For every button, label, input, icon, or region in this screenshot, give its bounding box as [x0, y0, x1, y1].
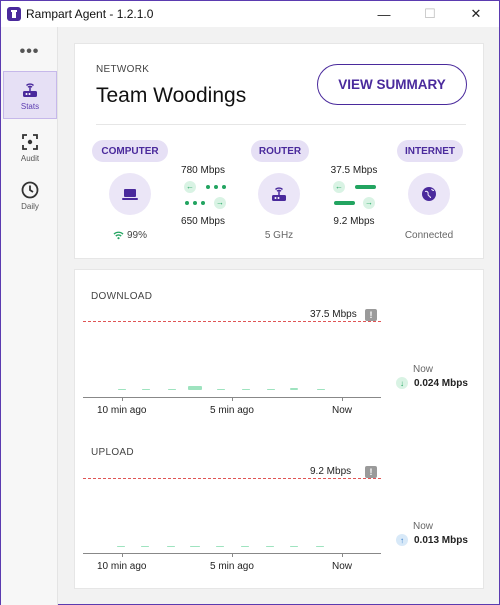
internet-pill: INTERNET: [397, 140, 463, 162]
focus-icon: [22, 133, 38, 150]
download-bar: [167, 389, 176, 390]
link-dots-down: [206, 185, 226, 189]
maximize-button[interactable]: ☐: [424, 6, 436, 21]
internet-down-speed: 37.5 Mbps: [330, 165, 378, 176]
upload-bar: [189, 545, 200, 547]
tick: [122, 397, 123, 401]
link-down-speed: 780 Mbps: [181, 165, 225, 176]
arrow-down-icon: ↓: [396, 377, 408, 389]
router-node[interactable]: [258, 173, 300, 215]
internet-status: Connected: [404, 230, 454, 241]
laptop-icon: [122, 189, 138, 200]
upload-bar: [216, 546, 225, 547]
tick: [232, 397, 233, 401]
upload-limit-line: [83, 478, 381, 479]
download-bar: [242, 389, 251, 390]
title-bar: Rampart Agent - 1.2.1.0 — ☐ ✕: [1, 1, 499, 27]
sidebar-item-stats[interactable]: Stats: [3, 71, 57, 119]
router-pill: ROUTER: [251, 140, 309, 162]
warning-icon[interactable]: !: [365, 309, 377, 321]
tick: [122, 553, 123, 557]
download-now-value-text: 0.024 Mbps: [414, 377, 468, 389]
computer-node[interactable]: [109, 173, 151, 215]
upload-now-value: ↑ 0.013 Mbps: [396, 534, 468, 546]
download-bar: [216, 389, 225, 390]
download-bar: [266, 389, 275, 390]
download-tick-label: 5 min ago: [210, 405, 254, 416]
tick: [342, 553, 343, 557]
arrow-left-icon: ←: [184, 181, 196, 193]
link-bar-up: [334, 201, 355, 205]
sidebar-item-label: Daily: [21, 201, 39, 211]
upload-now-label: Now: [413, 521, 434, 532]
computer-pill: COMPUTER: [92, 140, 168, 162]
sidebar: ••• Stats Audit Daily: [1, 27, 58, 605]
link-bar-down: [355, 185, 376, 189]
network-section-label: NETWORK: [96, 64, 150, 75]
download-now-label: Now: [413, 364, 434, 375]
router-icon: [23, 82, 37, 97]
clock-icon: [21, 181, 39, 198]
sidebar-item-audit[interactable]: Audit: [3, 123, 57, 171]
upload-tick-label: 10 min ago: [97, 561, 147, 572]
warning-icon[interactable]: !: [365, 466, 377, 478]
arrow-right-icon: →: [214, 197, 226, 209]
internet-node[interactable]: [408, 173, 450, 215]
upload-bar: [141, 546, 150, 547]
wifi-icon: [113, 231, 124, 240]
network-name: Team Woodings: [96, 84, 247, 107]
computer-signal: 99%: [105, 230, 155, 241]
upload-bar: [316, 546, 325, 547]
upload-bar: [241, 546, 250, 547]
more-menu-button[interactable]: •••: [19, 43, 40, 60]
router-band: 5 GHz: [264, 230, 294, 241]
download-bar: [316, 389, 325, 390]
download-bar: [187, 385, 202, 390]
upload-bar: [290, 546, 299, 547]
view-summary-button[interactable]: VIEW SUMMARY: [317, 64, 467, 105]
arrow-left-icon: ←: [333, 181, 345, 193]
traffic-card: DOWNLOAD 37.5 Mbps ! 10 min ago 5 min ag…: [74, 269, 484, 589]
download-limit-line: [83, 321, 381, 322]
tick: [232, 553, 233, 557]
upload-chart-title: UPLOAD: [91, 447, 134, 458]
network-card: NETWORK Team Woodings VIEW SUMMARY COMPU…: [74, 43, 484, 259]
upload-now-value-text: 0.013 Mbps: [414, 534, 468, 546]
upload-bar: [117, 546, 126, 547]
download-bar: [117, 389, 126, 390]
globe-icon: [422, 187, 436, 201]
computer-signal-value: 99%: [126, 230, 147, 241]
divider: [96, 124, 466, 125]
router-icon: [272, 187, 286, 201]
close-button[interactable]: ✕: [470, 6, 482, 21]
download-tick-label: Now: [332, 405, 353, 416]
upload-bar: [266, 546, 275, 547]
download-bar: [142, 389, 151, 390]
minimize-button[interactable]: —: [377, 6, 391, 22]
arrow-right-icon: →: [363, 197, 375, 209]
upload-tick-label: Now: [332, 561, 353, 572]
download-limit-label: 37.5 Mbps: [310, 309, 357, 320]
download-tick-label: 10 min ago: [97, 405, 147, 416]
sidebar-item-label: Audit: [20, 153, 40, 163]
download-bar: [290, 388, 299, 390]
upload-tick-label: 5 min ago: [210, 561, 254, 572]
app-logo-icon: [7, 7, 21, 21]
upload-limit-label: 9.2 Mbps: [310, 466, 352, 477]
arrow-up-icon: ↑: [396, 534, 408, 546]
link-up-speed: 650 Mbps: [181, 216, 225, 227]
sidebar-item-daily[interactable]: Daily: [3, 171, 57, 219]
window-title: Rampart Agent - 1.2.1.0: [26, 7, 154, 21]
link-dots-up: [185, 201, 205, 205]
tick: [342, 397, 343, 401]
upload-bar: [166, 546, 175, 547]
download-chart-title: DOWNLOAD: [91, 291, 153, 302]
download-now-value: ↓ 0.024 Mbps: [396, 377, 468, 389]
internet-up-speed: 9.2 Mbps: [333, 216, 375, 227]
sidebar-item-label: Stats: [20, 101, 40, 111]
